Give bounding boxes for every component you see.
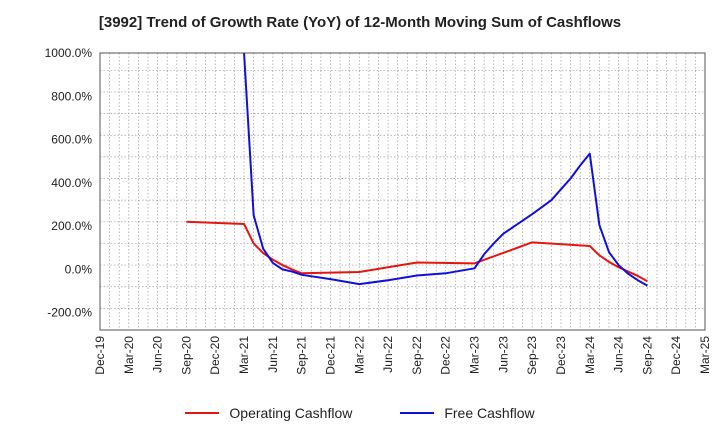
x-tick-label: Mar-20 [122,336,136,374]
y-tick-label: 1000.0% [45,46,93,60]
y-tick-label: 800.0% [51,89,92,103]
legend-label-operating-cashflow: Operating Cashflow [229,405,353,421]
legend-swatch-operating-cashflow [185,412,220,414]
x-tick-label: Dec-20 [208,336,222,375]
series-line-operating-cashflow [186,220,648,283]
x-tick-label: Mar-23 [468,336,482,374]
x-tick-label: Sep-23 [525,336,539,375]
series-line-free-cashflow [243,53,648,287]
x-tick-label: Dec-24 [669,336,683,375]
y-tick-label: 400.0% [51,176,92,190]
x-tick-label: Jun-21 [266,336,280,373]
legend-label-free-cashflow: Free Cashflow [444,405,535,421]
x-tick-label: Sep-22 [410,336,424,375]
x-tick-label: Dec-19 [93,336,107,375]
y-tick-label: 0.0% [65,262,93,276]
plot-frame [99,52,706,331]
x-tick-label: Sep-20 [179,336,193,375]
chart-legend: Operating Cashflow Free Cashflow [0,405,720,421]
x-tick-label: Mar-21 [237,336,251,374]
y-tick-label: -200.0% [47,306,92,320]
x-tick-label: Jun-20 [151,336,165,373]
x-tick-label: Jun-22 [381,336,395,373]
y-tick-label: 200.0% [51,219,92,233]
x-tick-label: Dec-21 [323,336,337,375]
x-tick-label: Dec-23 [554,336,568,375]
x-tick-label: Mar-24 [583,336,597,374]
x-tick-label: Sep-24 [640,336,654,375]
x-tick-label: Sep-21 [295,336,309,375]
x-tick-label: Jun-23 [496,336,510,373]
legend-swatch-free-cashflow [400,412,435,414]
x-tick-label: Jun-24 [612,336,626,373]
x-tick-label: Mar-22 [352,336,366,374]
y-tick-label: 600.0% [51,133,92,147]
legend-item-free-cashflow: Free Cashflow [400,405,535,421]
x-tick-label: Mar-25 [698,336,712,374]
legend-item-operating-cashflow: Operating Cashflow [185,405,352,421]
x-tick-label: Dec-22 [439,336,453,375]
chart-title: [3992] Trend of Growth Rate (YoY) of 12-… [98,14,622,31]
